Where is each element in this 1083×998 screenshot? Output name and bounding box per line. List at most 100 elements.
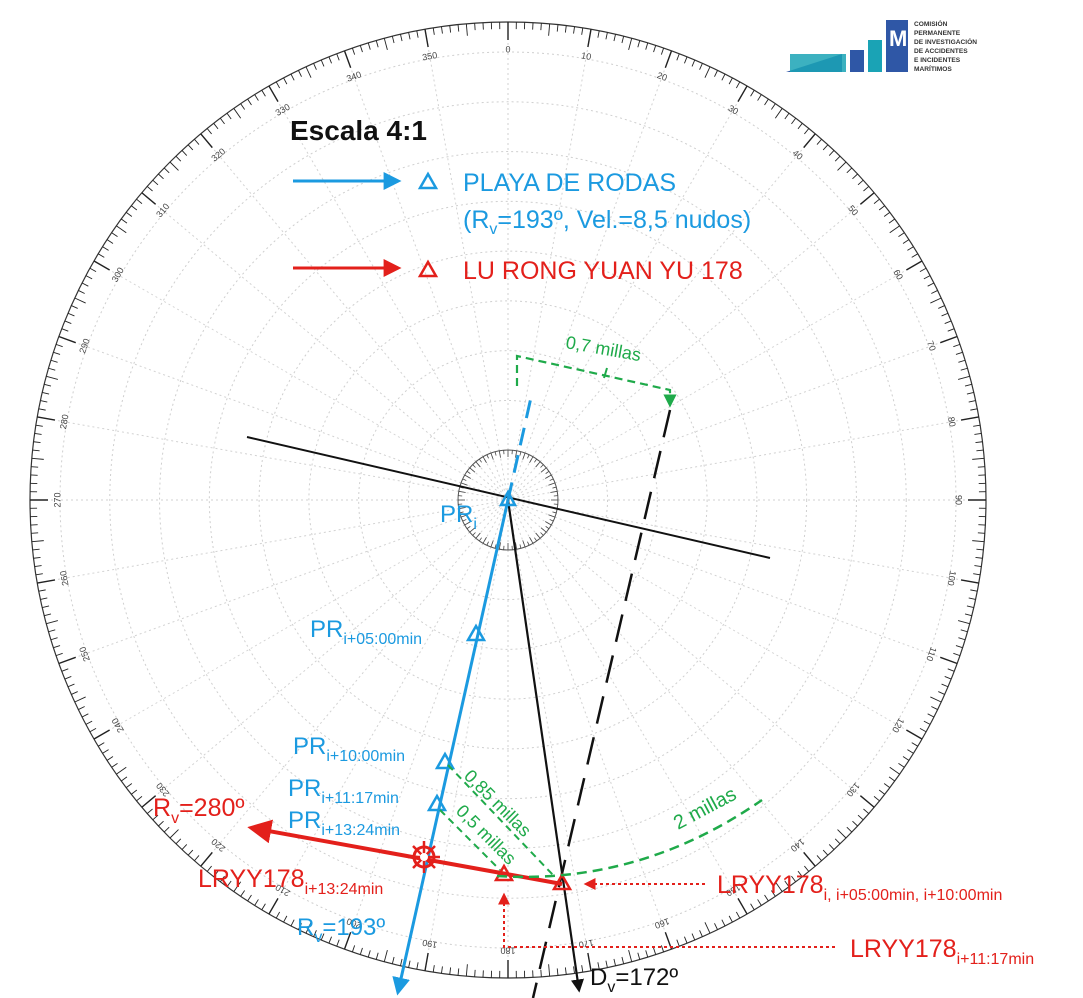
compass-tick [968, 400, 976, 403]
centre-mini-compass [457, 449, 559, 551]
compass-tick [613, 34, 616, 42]
compass-tick [637, 952, 641, 960]
compass-tick [35, 573, 43, 576]
compass-tick [136, 198, 143, 204]
compass-tick [441, 966, 443, 974]
compass-tick [74, 297, 86, 304]
compass-tick [408, 32, 411, 40]
compass-tick [816, 855, 822, 862]
compass-tick [976, 548, 984, 551]
mini-compass-tick [540, 527, 547, 533]
compass-tick [206, 128, 212, 135]
compass-tick [660, 47, 665, 55]
compass-tick [290, 919, 295, 927]
compass-tick [764, 98, 769, 106]
compass-tick [797, 870, 803, 877]
compass-tick [613, 958, 616, 966]
compass-tick [757, 94, 762, 101]
compass-tick [98, 253, 105, 258]
mini-compass-tick [522, 540, 526, 548]
compass-tick [146, 186, 153, 192]
compass-tick [676, 939, 680, 947]
label-dist-07: 0,7 millas [564, 332, 642, 365]
compass-tick [343, 932, 352, 950]
compass-tick [328, 56, 332, 64]
compass-tick [46, 375, 58, 380]
compass-tick [85, 275, 93, 280]
compass-tick [219, 875, 225, 883]
grid-radial [93, 499, 509, 740]
compass-tick [676, 53, 680, 61]
compass-tick [941, 312, 949, 317]
legend-blue-triangle [417, 171, 439, 190]
legend-vessel2-name: LU RONG YUAN YU 178 [463, 257, 743, 285]
bearing-label: 190 [421, 938, 438, 950]
compass-tick [548, 23, 551, 36]
compass-tick [953, 343, 961, 348]
mini-compass-tick [464, 474, 471, 479]
grid-radial [58, 336, 509, 501]
compass-tick [859, 795, 875, 808]
compass-tick [852, 173, 858, 180]
compass-tick [283, 915, 288, 923]
compass-tick [116, 766, 127, 775]
bearing-label: 240 [110, 716, 126, 734]
compass-tick [834, 838, 841, 845]
mini-compass-tick [527, 541, 530, 546]
compass-tick [313, 930, 317, 937]
scale-title: Escala 4:1 [290, 115, 427, 146]
compass-tick [449, 25, 452, 33]
compass-tick [152, 179, 159, 186]
mini-compass-tick [519, 544, 522, 549]
compass-tick [44, 613, 52, 617]
polar-grid [30, 22, 986, 978]
grid-radial [141, 499, 509, 808]
compass-tick [206, 865, 212, 872]
compass-tick [213, 870, 219, 877]
compass-tick [857, 179, 864, 186]
compass-tick [416, 30, 419, 38]
compass-tick [67, 312, 75, 317]
compass-tick [200, 851, 213, 867]
compass-tick [290, 73, 295, 81]
compass-tick [305, 66, 312, 78]
compass-tick [268, 898, 279, 915]
mini-compass-tick [535, 532, 541, 539]
compass-tick [863, 186, 870, 192]
compass-tick [714, 923, 718, 930]
mini-compass-tick [540, 532, 544, 536]
mini-compass-tick [490, 452, 494, 460]
compass-tick [888, 218, 895, 224]
compass-tick [605, 960, 608, 968]
compass-tick [973, 573, 981, 576]
compass-tick [261, 903, 266, 910]
compass-tick [226, 880, 232, 887]
compass-tick [32, 449, 40, 452]
mini-compass-tick [482, 456, 487, 463]
compass-tick [152, 814, 159, 821]
bearing-label: 200 [345, 916, 363, 931]
compass-tick [947, 328, 955, 332]
compass-tick [449, 967, 452, 975]
compass-tick [784, 113, 790, 120]
compass-tick [320, 933, 325, 941]
compass-tick [664, 50, 673, 68]
compass-tick [873, 796, 880, 802]
logo-letter-m: M [889, 26, 907, 51]
dist-05-line [439, 809, 501, 871]
compass-tick [955, 645, 963, 649]
bearing-label: 80 [946, 416, 958, 428]
mini-compass-tick [494, 544, 497, 549]
compass-tick [797, 123, 803, 130]
grid-radial [507, 499, 958, 664]
grid-ring [208, 200, 808, 800]
compass-tick [974, 433, 982, 435]
compass-tick [44, 383, 52, 387]
bearing-label: 160 [653, 916, 671, 931]
compass-tick [181, 844, 188, 850]
compass-tick [837, 829, 847, 839]
label-dist-2: 2 millas [670, 783, 740, 834]
compass-tick [247, 98, 252, 106]
compass-tick [889, 225, 900, 234]
logo-bar-3 [868, 40, 882, 72]
